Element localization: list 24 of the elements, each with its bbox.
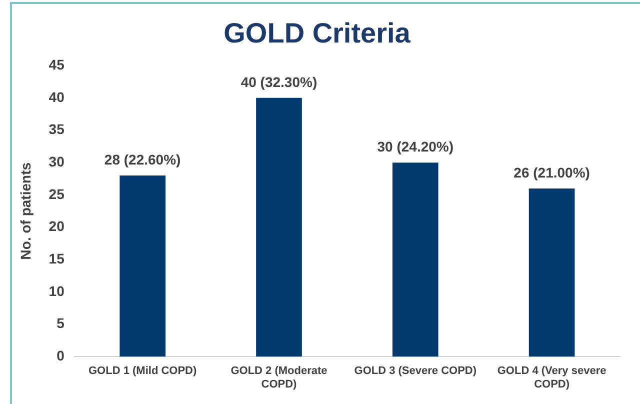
- y-tick-label: 25: [48, 186, 65, 202]
- data-label: 26 (21.00%): [514, 164, 590, 180]
- data-label: 30 (24.20%): [377, 138, 454, 154]
- y-tick-label: 30: [48, 153, 65, 170]
- y-tick-label: 10: [48, 282, 65, 299]
- data-label: 40 (32.30%): [240, 74, 318, 90]
- y-tick-label: 0: [56, 347, 65, 364]
- bar: [120, 176, 166, 357]
- x-tick-label: GOLD 1 (Mild COPD): [88, 365, 197, 378]
- bar: [528, 188, 575, 357]
- x-tick-label: GOLD 4 (Very severe COPD): [497, 365, 606, 390]
- bar: [256, 98, 302, 357]
- bar: [392, 162, 438, 357]
- x-tick-label: GOLD 2 (Moderate COPD): [230, 365, 328, 390]
- chart-title: GOLD Criteria: [224, 18, 411, 49]
- x-tick-label: GOLD 3 (Severe COPD): [354, 365, 477, 378]
- y-tick-label: 5: [56, 315, 65, 332]
- y-tick-label: 15: [48, 250, 65, 266]
- y-axis-title: No. of patients: [17, 162, 34, 260]
- y-tick-label: 40: [48, 88, 65, 105]
- y-tick-label: 20: [48, 218, 65, 234]
- data-label: 28 (22.60%): [104, 151, 181, 168]
- y-tick-label: 45: [48, 56, 65, 72]
- y-tick-label: 35: [48, 121, 65, 138]
